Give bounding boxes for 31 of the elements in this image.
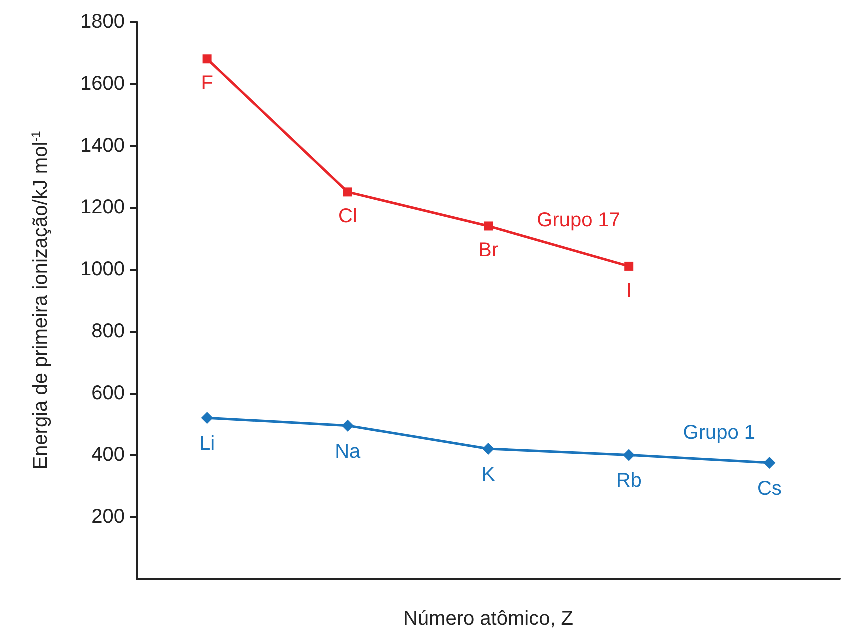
y-axis-title: Energia de primeira ionização/kJ mol-1 <box>29 130 52 470</box>
data-label: Na <box>335 440 362 463</box>
series-label: Grupo 17 <box>537 209 620 232</box>
point <box>343 188 352 197</box>
data-label: Cs <box>757 478 782 500</box>
data-label: Rb <box>616 470 642 492</box>
y-tick-label: 400 <box>92 444 125 466</box>
point <box>623 449 636 462</box>
series-label: Grupo 1 <box>683 422 756 444</box>
y-tick-label: 1600 <box>80 72 125 95</box>
y-tick-label: 1800 <box>80 11 125 33</box>
point <box>202 54 212 64</box>
point <box>484 222 493 231</box>
data-label: K <box>482 464 496 486</box>
data-label: Cl <box>338 206 358 228</box>
x-axis-title: Número atômico, Z <box>403 608 574 630</box>
y-tick-label: 800 <box>92 320 125 342</box>
data-label: Li <box>200 433 216 456</box>
y-tick-label: 1000 <box>80 258 125 281</box>
data-label: Br <box>478 240 499 262</box>
point <box>624 262 634 271</box>
data-label: I <box>626 280 632 302</box>
point <box>482 443 494 456</box>
y-tick-label: 200 <box>92 506 125 528</box>
y-tick-label: 1400 <box>80 134 125 157</box>
y-tick-label: 600 <box>92 382 125 404</box>
data-label: F <box>201 72 214 95</box>
point <box>201 412 214 424</box>
point <box>342 420 354 432</box>
y-tick-label: 1200 <box>80 196 125 219</box>
point <box>764 456 776 469</box>
